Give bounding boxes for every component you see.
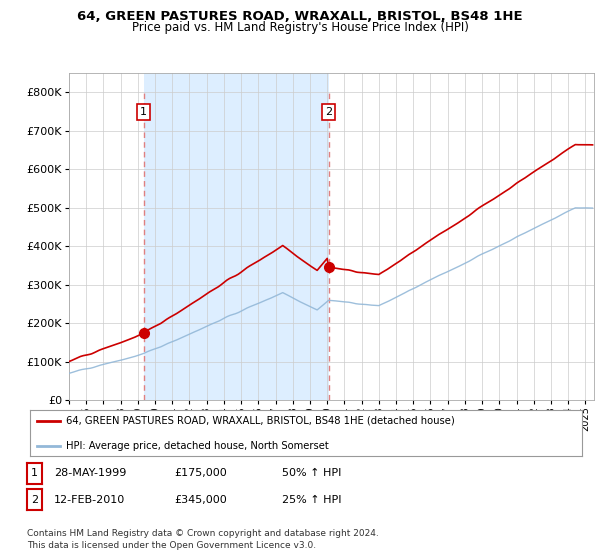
Text: 25% ↑ HPI: 25% ↑ HPI	[282, 494, 341, 505]
Text: HPI: Average price, detached house, North Somerset: HPI: Average price, detached house, Nort…	[66, 441, 329, 451]
Text: 28-MAY-1999: 28-MAY-1999	[54, 468, 127, 478]
Text: £175,000: £175,000	[174, 468, 227, 478]
Text: 1: 1	[31, 468, 38, 478]
Bar	[143, 73, 329, 400]
Text: Price paid vs. HM Land Registry's House Price Index (HPI): Price paid vs. HM Land Registry's House …	[131, 21, 469, 34]
Text: 50% ↑ HPI: 50% ↑ HPI	[282, 468, 341, 478]
Text: £345,000: £345,000	[174, 494, 227, 505]
Text: 2: 2	[31, 494, 38, 505]
Text: 2: 2	[325, 107, 332, 117]
Text: 64, GREEN PASTURES ROAD, WRAXALL, BRISTOL, BS48 1HE (detached house): 64, GREEN PASTURES ROAD, WRAXALL, BRISTO…	[66, 416, 455, 426]
Text: 64, GREEN PASTURES ROAD, WRAXALL, BRISTOL, BS48 1HE: 64, GREEN PASTURES ROAD, WRAXALL, BRISTO…	[77, 10, 523, 23]
Text: 12-FEB-2010: 12-FEB-2010	[54, 494, 125, 505]
Text: 1: 1	[140, 107, 147, 117]
Text: Contains HM Land Registry data © Crown copyright and database right 2024.
This d: Contains HM Land Registry data © Crown c…	[27, 529, 379, 550]
